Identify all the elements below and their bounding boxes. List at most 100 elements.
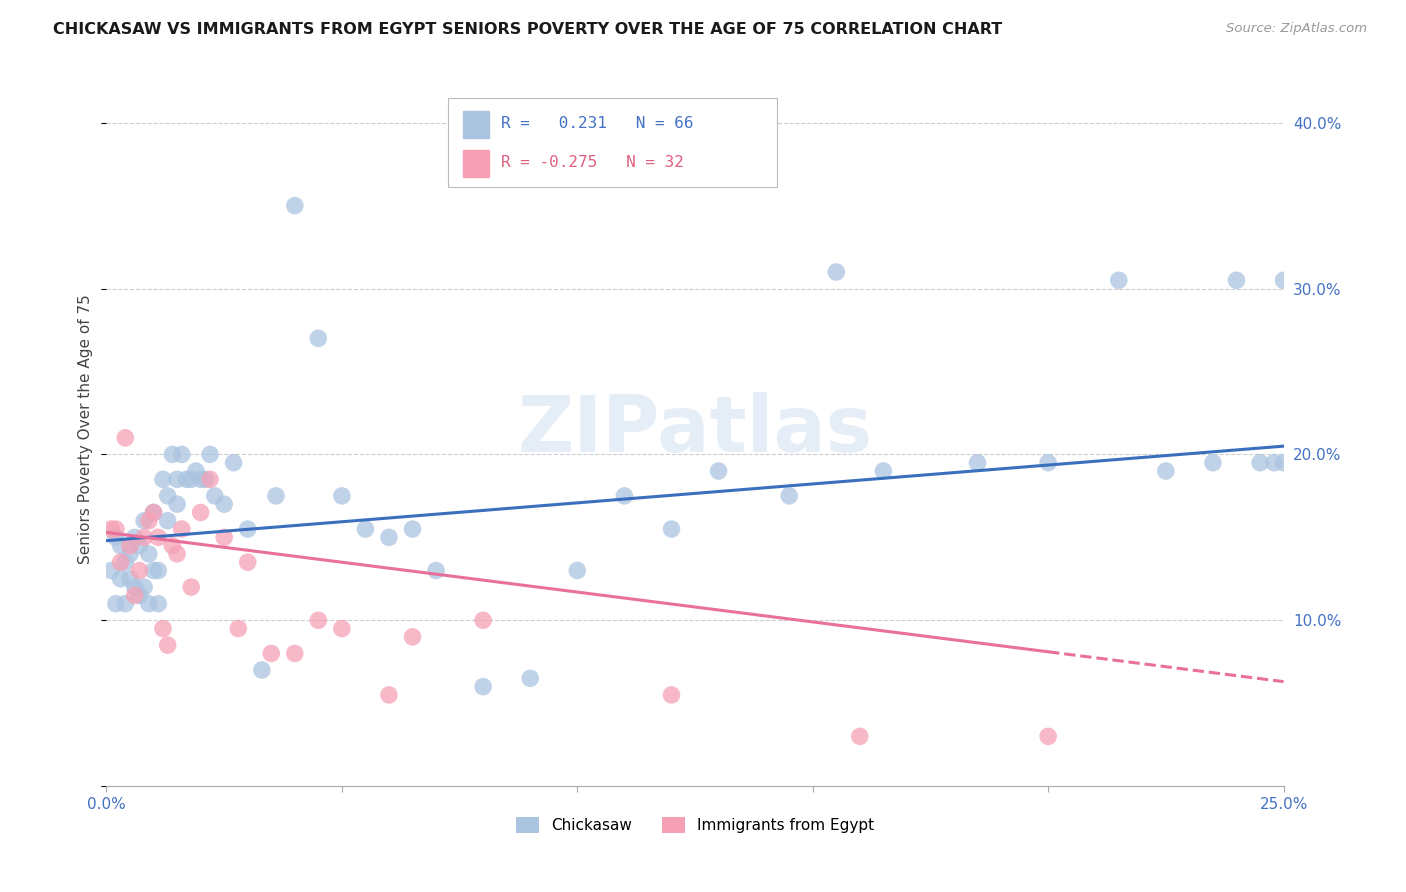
Point [1225,273,1247,287]
Text: Source: ZipAtlas.com: Source: ZipAtlas.com [1226,22,1367,36]
Point [124,530,146,544]
Point [118,539,141,553]
Point [128,588,150,602]
FancyBboxPatch shape [449,98,778,187]
Point [104,530,127,544]
Point [100,522,122,536]
Point [204,489,226,503]
Point [378,688,401,702]
Point [1202,456,1225,470]
Point [354,522,377,536]
Point [1036,730,1059,744]
Text: R = -0.275   N = 32: R = -0.275 N = 32 [501,154,683,169]
Point [118,547,141,561]
Point [152,622,174,636]
Point [162,539,184,553]
Point [198,447,221,461]
Point [138,514,160,528]
Point [114,431,136,445]
Text: ZIPatlas: ZIPatlas [517,392,873,467]
Point [114,597,136,611]
Point [156,489,179,503]
Point [134,580,156,594]
Point [401,630,423,644]
Point [1036,456,1059,470]
Point [190,506,212,520]
Legend: Chickasaw, Immigrants from Egypt: Chickasaw, Immigrants from Egypt [509,811,880,839]
Point [138,547,160,561]
Point [162,447,184,461]
Point [124,588,146,602]
Point [114,555,136,569]
Point [1272,273,1295,287]
Point [180,580,202,594]
Point [661,688,683,702]
Point [166,472,188,486]
Point [307,331,329,345]
Point [110,572,132,586]
Point [264,489,287,503]
Point [1108,273,1130,287]
FancyBboxPatch shape [463,150,489,177]
Point [156,514,179,528]
Point [1263,456,1285,470]
Point [378,530,401,544]
Point [330,489,353,503]
Point [284,647,307,661]
Point [1154,464,1177,478]
Point [250,663,273,677]
Point [519,671,541,685]
Point [307,613,329,627]
Point [170,522,193,536]
Point [128,539,150,553]
Point [166,547,188,561]
Point [472,613,495,627]
Point [236,555,259,569]
Point [190,472,212,486]
Point [198,472,221,486]
Point [138,597,160,611]
Y-axis label: Seniors Poverty Over the Age of 75: Seniors Poverty Over the Age of 75 [79,294,93,565]
Point [1249,456,1271,470]
Point [425,564,447,578]
Point [134,530,156,544]
Point [110,555,132,569]
Point [212,530,235,544]
Point [707,464,730,478]
Point [236,522,259,536]
Point [226,622,249,636]
Point [222,456,245,470]
Point [148,564,170,578]
Point [184,464,207,478]
Point [825,265,848,279]
Point [104,522,127,536]
Point [849,730,872,744]
Point [148,597,170,611]
Point [260,647,283,661]
Point [142,506,165,520]
Point [194,472,217,486]
Point [152,472,174,486]
Point [148,530,170,544]
Point [284,199,307,213]
Text: CHICKASAW VS IMMIGRANTS FROM EGYPT SENIORS POVERTY OVER THE AGE OF 75 CORRELATIO: CHICKASAW VS IMMIGRANTS FROM EGYPT SENIO… [53,22,1002,37]
Point [134,514,156,528]
Point [872,464,894,478]
Point [966,456,988,470]
Point [567,564,589,578]
Point [330,622,353,636]
Point [142,506,165,520]
Point [142,564,165,578]
Point [613,489,636,503]
Point [401,522,423,536]
Point [166,497,188,511]
Point [212,497,235,511]
Point [118,572,141,586]
Point [110,539,132,553]
Point [661,522,683,536]
Point [124,580,146,594]
Point [100,564,122,578]
Point [778,489,800,503]
FancyBboxPatch shape [463,112,489,138]
Point [472,680,495,694]
